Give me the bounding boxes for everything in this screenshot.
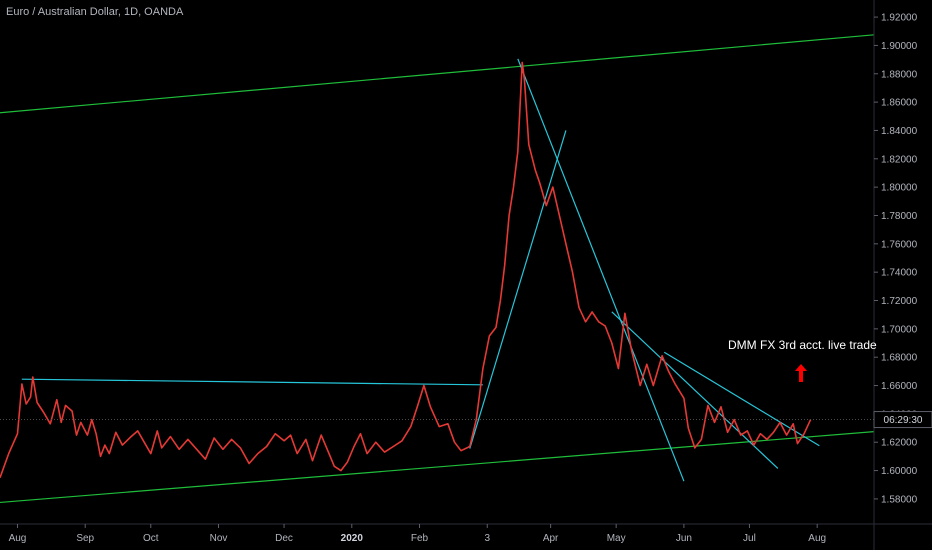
price-tick-label: 1.84000: [881, 126, 918, 137]
price-tick-label: 1.78000: [881, 211, 918, 222]
price-tick-label: 1.92000: [881, 13, 918, 24]
current-price-tag: 06:29:30: [0, 411, 932, 429]
trend-line[interactable]: [517, 58, 685, 482]
drawn-lines[interactable]: [0, 34, 875, 504]
price-tick-label: 1.60000: [881, 466, 918, 477]
current-price-label: 06:29:30: [884, 415, 923, 426]
channel-line[interactable]: [0, 34, 875, 114]
current-price-box: [873, 411, 932, 429]
price-tick-label: 1.58000: [881, 494, 918, 505]
time-tick-label: Dec: [275, 533, 293, 544]
time-tick-label: May: [607, 533, 626, 544]
time-tick-label: Nov: [210, 533, 228, 544]
time-tick-label: Feb: [411, 533, 429, 544]
time-axis[interactable]: Aug Sep Oct Nov Dec 2020 Feb 3 Apr May Jun Jul Aug: [0, 523, 932, 544]
time-tick-label: Jul: [743, 533, 756, 544]
price-tick-label: 1.82000: [881, 154, 918, 165]
price-line: [0, 61, 812, 478]
time-tick-label: Oct: [143, 533, 159, 544]
price-tick-label: 1.66000: [881, 381, 918, 392]
time-tick-label: 2020: [341, 533, 364, 544]
up-arrow-icon: [795, 364, 807, 382]
time-tick-label: Jun: [676, 533, 692, 544]
price-tick-label: 1.72000: [881, 296, 918, 307]
price-tick-label: 1.74000: [881, 268, 918, 279]
time-tick-label: 3: [484, 533, 490, 544]
price-tick-label: 1.76000: [881, 239, 918, 250]
trend-line[interactable]: [469, 130, 567, 449]
time-tick-label: Aug: [808, 533, 826, 544]
price-tick-label: 1.86000: [881, 98, 918, 109]
time-tick-label: Aug: [9, 533, 27, 544]
channel-line[interactable]: [0, 431, 875, 504]
price-tick-label: 1.88000: [881, 69, 918, 80]
trend-line[interactable]: [21, 378, 483, 386]
price-tick-label: 1.70000: [881, 324, 918, 335]
price-tick-label: 1.90000: [881, 41, 918, 52]
price-series: [0, 61, 812, 478]
time-tick-label: Sep: [76, 533, 94, 544]
annotation-text[interactable]: DMM FX 3rd acct. live trade: [728, 338, 877, 352]
up-arrow-shape: [795, 364, 807, 382]
price-tick-label: 1.80000: [881, 183, 918, 194]
price-tick-label: 1.68000: [881, 353, 918, 364]
trend-line[interactable]: [663, 351, 820, 447]
symbol-title[interactable]: Euro / Australian Dollar, 1D, OANDA: [6, 6, 184, 18]
time-tick-label: Apr: [543, 533, 559, 544]
price-tick-label: 1.62000: [881, 438, 918, 449]
trend-line[interactable]: [611, 311, 779, 469]
